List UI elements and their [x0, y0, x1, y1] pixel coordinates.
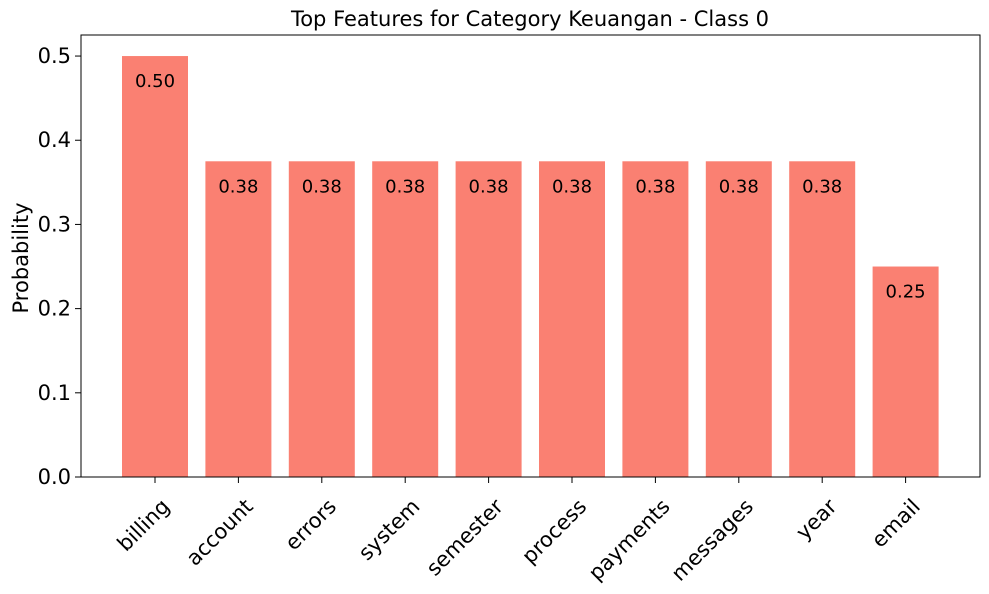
y-tick-label: 0.4 [38, 128, 71, 152]
x-tick-label-system: system [354, 494, 425, 565]
x-tick-label-year: year [791, 494, 841, 544]
data-labels-layer: 0.50 0.38 0.38 0.38 0.38 0.38 0.38 0.38 0.38 0.25 [135, 71, 926, 302]
x-tick-label-messages: messages [667, 494, 758, 585]
bar-payments [622, 161, 689, 478]
y-tick-label: 0.3 [38, 212, 71, 236]
y-tick-label: 0.5 [38, 44, 71, 68]
bar-system [372, 161, 439, 478]
y-tick-label: 0.0 [38, 465, 71, 489]
x-tick-label-account: account [182, 494, 258, 570]
data-label-email: 0.25 [886, 282, 926, 303]
data-label-system: 0.38 [385, 176, 425, 197]
y-tick-labels: 0.0 0.1 0.2 0.3 0.4 0.5 [38, 44, 81, 489]
x-tick-label-payments: payments [584, 494, 675, 585]
chart-title: Top Features for Category Keuangan - Cla… [290, 7, 769, 31]
y-axis-label: Probability [9, 202, 33, 313]
bar-errors [288, 161, 355, 478]
data-label-messages: 0.38 [719, 176, 759, 197]
bar-semester [455, 161, 522, 478]
bar-year [789, 161, 856, 478]
bar-account [205, 161, 272, 478]
bar-messages [705, 161, 772, 478]
data-label-semester: 0.38 [469, 176, 509, 197]
data-label-billing: 0.50 [135, 71, 175, 92]
bar-process [539, 161, 605, 478]
bars-layer [122, 56, 939, 478]
data-label-process: 0.38 [552, 176, 592, 197]
x-tick-label-email: email [867, 494, 925, 552]
y-tick-label: 0.1 [38, 381, 71, 405]
x-tick-label-semester: semester [422, 494, 509, 581]
bar-billing [122, 56, 188, 478]
data-label-payments: 0.38 [635, 176, 675, 197]
plot-frame [80, 34, 981, 478]
x-tick-label-billing: billing [113, 494, 175, 556]
bar-email [872, 266, 939, 477]
data-label-year: 0.38 [802, 176, 842, 197]
data-label-account: 0.38 [218, 176, 258, 197]
x-tick-label-errors: errors [280, 494, 341, 555]
y-tick-label: 0.2 [38, 297, 71, 321]
x-tick-label-process: process [517, 494, 591, 568]
data-label-errors: 0.38 [302, 176, 342, 197]
